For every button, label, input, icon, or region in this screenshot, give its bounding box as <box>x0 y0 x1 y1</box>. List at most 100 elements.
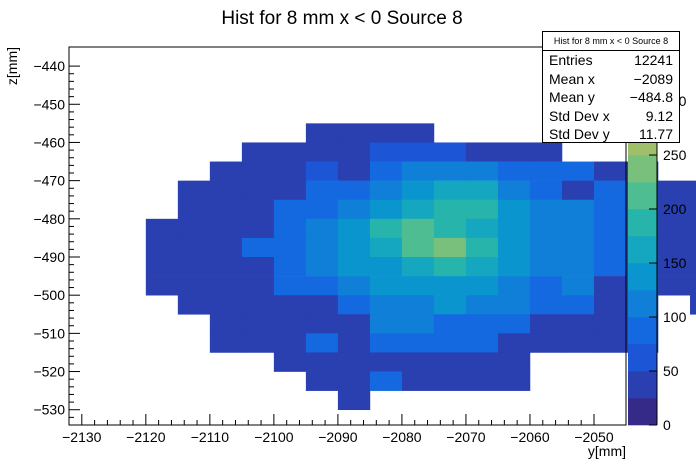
histogram-bin <box>593 218 627 239</box>
histogram-bin <box>561 295 595 315</box>
histogram-bin <box>209 333 243 353</box>
histogram-bin <box>465 142 499 162</box>
histogram-bin <box>658 180 691 201</box>
color-scale-tick-label: 100 <box>663 309 687 325</box>
color-scale-tick-label: 150 <box>663 255 687 271</box>
histogram-bin <box>690 199 696 220</box>
color-scale-segment <box>628 263 657 291</box>
histogram-bin <box>497 295 531 315</box>
histogram-bin <box>241 237 275 258</box>
histogram-bin <box>465 257 499 277</box>
histogram-bin <box>305 352 339 372</box>
histogram-bin <box>465 180 499 201</box>
histogram-bin <box>305 295 339 315</box>
color-scale-segment <box>628 290 657 318</box>
histogram-bin <box>337 142 371 162</box>
stats-std-x-label: Std Dev x <box>549 107 610 124</box>
histogram-bin <box>658 199 691 220</box>
histogram-bin <box>209 180 243 201</box>
histogram-bin <box>369 199 403 220</box>
histogram-bin <box>401 333 435 353</box>
histogram-bin <box>241 142 275 162</box>
histogram-bin <box>497 352 531 372</box>
stats-entries: Entries 12241 <box>543 51 679 70</box>
chart-title: Hist for 8 mm x < 0 Source 8 <box>221 8 462 29</box>
histogram-bin <box>337 295 371 315</box>
histogram-bin <box>337 333 371 353</box>
histogram-bin <box>401 276 435 296</box>
y-tick-label: −500 <box>33 287 65 303</box>
histogram-bin <box>433 142 467 162</box>
histogram-bin <box>369 123 403 143</box>
stats-mean-x: Mean x −2089 <box>543 70 679 89</box>
histogram-bin <box>401 295 435 315</box>
y-axis-label: z[mm] <box>4 47 20 85</box>
histogram-bin <box>305 276 339 296</box>
histogram-bin <box>465 276 499 296</box>
histogram-bin <box>433 218 467 239</box>
histogram-bin <box>561 161 595 181</box>
y-tick-label: −460 <box>33 134 65 150</box>
stats-std-y-value: 11.77 <box>639 126 673 143</box>
histogram-bin <box>177 257 211 277</box>
histogram-bin <box>209 161 243 181</box>
histogram-bin <box>273 276 307 296</box>
histogram-bin <box>401 371 435 391</box>
histogram-bin <box>273 199 307 220</box>
histogram-bin <box>465 218 499 239</box>
histogram-bin <box>593 333 627 353</box>
histogram-bin <box>593 199 627 220</box>
histogram-bin <box>497 161 531 181</box>
histogram-bin <box>658 276 691 296</box>
histogram-bin <box>561 257 595 277</box>
stats-std-x: Std Dev x 9.12 <box>543 107 679 126</box>
histogram-bin <box>273 352 307 372</box>
histogram-bin <box>465 199 499 220</box>
histogram-bin <box>305 123 339 143</box>
histogram-bin <box>401 314 435 334</box>
histogram-bin <box>273 142 307 162</box>
histogram-bin <box>690 276 696 296</box>
color-scale-tick-label: 200 <box>663 201 687 217</box>
x-tick-label: −2070 <box>446 429 486 445</box>
histogram-bin <box>529 295 563 315</box>
stats-entries-label: Entries <box>549 52 593 68</box>
histogram-bin <box>465 352 499 372</box>
x-tick-label: −2100 <box>254 429 294 445</box>
histogram-bin <box>561 314 595 334</box>
histogram-bin <box>337 199 371 220</box>
histogram-bin <box>337 371 371 391</box>
histogram-bin <box>433 371 467 391</box>
histogram-bin <box>497 314 531 334</box>
histogram-bin <box>497 371 531 391</box>
stats-mean-y-value: −484.8 <box>629 89 673 106</box>
histogram-bin <box>177 295 211 315</box>
histogram-bin <box>241 257 275 277</box>
histogram-bin <box>145 257 179 277</box>
histogram-bin <box>273 314 307 334</box>
histogram-bin <box>241 314 275 334</box>
x-tick-label: −2060 <box>510 429 550 445</box>
y-tick-label: −490 <box>33 249 65 265</box>
color-scale-tick-label: 50 <box>663 363 679 379</box>
histogram-bin <box>369 295 403 315</box>
histogram-bin <box>433 333 467 353</box>
y-tick-label: −530 <box>33 402 65 418</box>
histogram-bin <box>433 180 467 201</box>
histogram-bin <box>401 199 435 220</box>
histogram-bin <box>305 142 339 162</box>
stats-mean-y-label: Mean y <box>549 89 595 106</box>
histogram-bin <box>593 295 627 315</box>
histogram-bin <box>369 276 403 296</box>
histogram-bin <box>209 218 243 239</box>
histogram-bin <box>177 237 211 258</box>
histogram-bin <box>593 314 627 334</box>
histogram-bin <box>337 237 371 258</box>
histogram-bin <box>369 180 403 201</box>
histogram-bin <box>273 161 307 181</box>
histogram-bin <box>433 161 467 181</box>
y-tick-label: −510 <box>33 325 65 341</box>
y-tick-label: −520 <box>33 364 65 380</box>
color-scale-segment <box>628 155 657 183</box>
histogram-bin <box>273 295 307 315</box>
